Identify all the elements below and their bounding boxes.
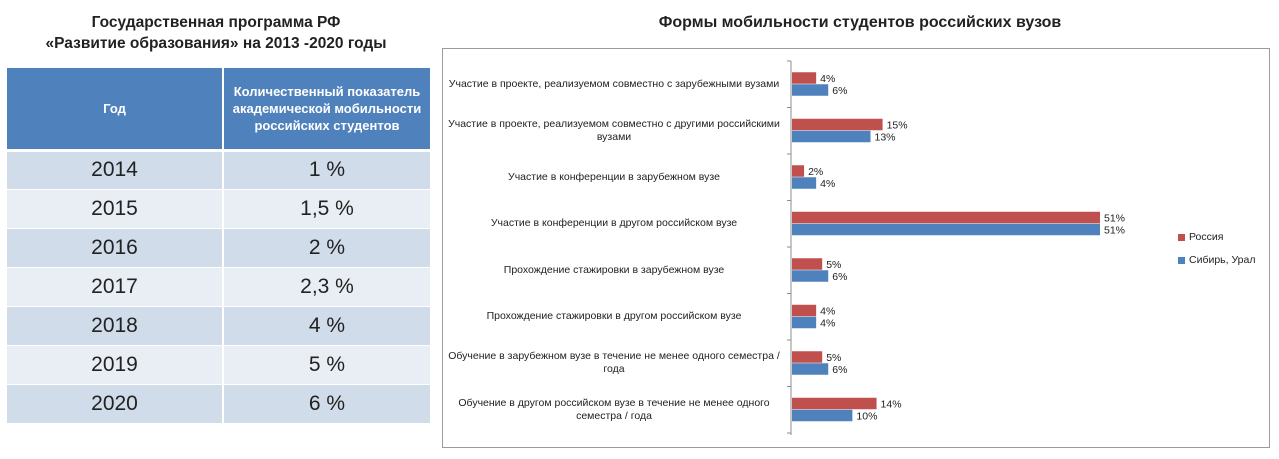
table-row: 2019 5 %: [7, 345, 430, 385]
table-row: 2016 2 %: [7, 228, 430, 268]
program-title-line1: Государственная программа РФ: [91, 14, 341, 31]
data-label: 14%: [881, 398, 902, 410]
bar-siberia-ural: [792, 270, 829, 282]
value-cell: 1 %: [223, 150, 430, 190]
value-cell: 1,5 %: [223, 189, 430, 229]
bar-russia: [792, 351, 823, 363]
bar-siberia-ural: [792, 363, 829, 375]
data-label: 4%: [820, 305, 835, 317]
data-label: 5%: [826, 259, 841, 271]
bar-siberia-ural: [792, 223, 1100, 236]
bar-siberia-ural: [792, 130, 871, 143]
table-row: 2020 6 %: [7, 384, 430, 424]
year-cell: 2017: [7, 267, 224, 307]
year-cell: 2018: [7, 306, 224, 346]
legend-swatch: [1178, 256, 1185, 264]
data-label: 4%: [820, 178, 835, 190]
mobility-target-table: Год Количественный показатель академичес…: [7, 68, 430, 424]
value-cell: 2,3 %: [223, 267, 430, 307]
data-label: 13%: [875, 131, 896, 143]
program-title: Государственная программа РФ «Развитие о…: [8, 12, 424, 54]
value-cell: 2 %: [223, 228, 430, 268]
data-label: 2%: [808, 166, 823, 178]
bar-siberia-ural: [792, 84, 829, 96]
data-label: 51%: [1104, 212, 1125, 224]
program-title-line2: «Развитие образования» на 2013 -2020 год…: [45, 35, 387, 52]
data-label: 15%: [887, 119, 908, 131]
year-cell: 2014: [7, 150, 224, 190]
value-cell: 6 %: [223, 384, 430, 424]
table-row: 2017 2,3 %: [7, 267, 430, 307]
category-label: Участие в конференции в зарубежном вузе: [508, 170, 720, 183]
category-label: Участие в конференции в другом российско…: [490, 217, 738, 230]
bar-russia: [792, 397, 877, 410]
table-row: 2015 1,5 %: [7, 189, 430, 229]
year-cell: 2019: [7, 345, 224, 385]
table-body: 2014 1 % 2015 1,5 % 2016 2 % 2017 2,3 % 2018 4 % 2…: [7, 150, 430, 424]
data-label: 10%: [856, 410, 877, 422]
bar-russia: [792, 258, 823, 270]
table-row: 2018 4 %: [7, 306, 430, 346]
year-cell: 2015: [7, 189, 224, 229]
category-label: Прохождение стажировки в другом российск…: [486, 310, 742, 323]
bar-siberia-ural: [792, 409, 853, 422]
legend-item: Сибирь, Урал: [1178, 254, 1255, 266]
data-label: 6%: [832, 85, 847, 97]
bar-russia: [792, 118, 883, 131]
data-label: 4%: [820, 317, 835, 329]
data-label: 6%: [832, 364, 847, 376]
chart-title: Формы мобильности студентов российских в…: [658, 14, 1062, 31]
data-label: 4%: [820, 73, 835, 85]
bar-russia: [792, 72, 817, 84]
header-year: Год: [7, 68, 224, 152]
data-label: 6%: [832, 271, 847, 283]
legend-swatch: [1178, 233, 1185, 241]
bar-chart: 4%6%15%13%2%4%51%51%5%6%4%4%5%6%14%10%: [787, 60, 1125, 435]
bar-siberia-ural: [792, 177, 817, 189]
value-cell: 4 %: [223, 306, 430, 346]
bar-russia: [792, 211, 1100, 224]
legend-label: Сибирь, Урал: [1189, 254, 1256, 266]
table-row: 2014 1 %: [7, 150, 430, 190]
header-value: Количественный показатель академической …: [223, 68, 430, 152]
bar-siberia-ural: [792, 316, 817, 329]
legend-label: Россия: [1189, 231, 1224, 243]
table-header-row: Год Количественный показатель академичес…: [7, 68, 430, 152]
bar-russia: [792, 304, 817, 317]
category-label: Участие в проекте, реализуемом совместно…: [448, 77, 780, 90]
year-cell: 2020: [7, 384, 224, 424]
year-cell: 2016: [7, 228, 224, 268]
data-label: 51%: [1104, 224, 1125, 236]
category-label: Обучение в зарубежном вузе в течение не …: [448, 350, 780, 376]
bar-russia: [792, 165, 805, 177]
category-label: Участие в проекте, реализуемом совместно…: [448, 117, 780, 143]
legend-item: Россия: [1178, 231, 1223, 243]
category-label: Обучение в другом российском вузе в тече…: [458, 396, 770, 422]
category-label: Прохождение стажировки в зарубежном вузе: [503, 263, 725, 276]
value-cell: 5 %: [223, 345, 430, 385]
data-label: 5%: [826, 352, 841, 364]
chart-frame: 4% 6% 15% 13% 2% 4% 51% 51% 5% 6% 4% 4% 5% 6% 14% 10% У…: [442, 48, 1270, 448]
